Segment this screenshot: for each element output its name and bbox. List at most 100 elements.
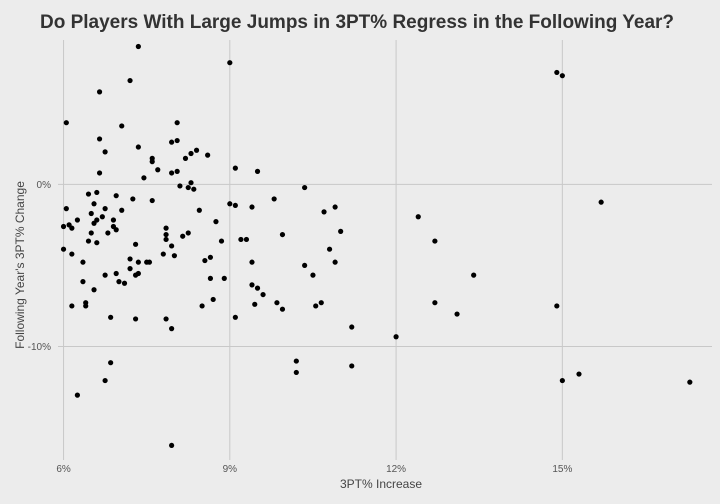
data-point: [271, 196, 277, 202]
data-point: [193, 147, 200, 153]
data-point: [127, 266, 133, 272]
data-point: [174, 137, 180, 144]
data-point: [102, 272, 108, 278]
data-point: [149, 197, 155, 204]
data-point: [349, 363, 355, 369]
data-point: [293, 358, 299, 364]
x-tick-label: 15%: [552, 464, 572, 475]
data-point: [69, 225, 75, 231]
data-point: [85, 238, 92, 244]
data-point: [559, 377, 565, 384]
data-point: [687, 379, 693, 385]
data-point: [116, 279, 122, 285]
data-point: [94, 240, 100, 246]
data-point: [349, 324, 355, 330]
data-point: [149, 159, 155, 165]
data-point: [576, 371, 582, 377]
data-point: [146, 259, 153, 265]
data-point: [332, 259, 338, 265]
data-point: [163, 316, 169, 322]
data-point: [108, 360, 114, 366]
data-points: [60, 43, 693, 449]
data-point: [113, 193, 119, 199]
data-point: [293, 369, 299, 376]
data-point: [338, 228, 344, 234]
data-point: [113, 227, 119, 233]
data-point: [202, 257, 208, 264]
data-point: [232, 202, 238, 209]
data-point: [69, 303, 75, 309]
data-point: [174, 168, 180, 174]
data-point: [454, 311, 460, 317]
data-point: [169, 139, 175, 145]
data-point: [135, 259, 141, 265]
data-point: [171, 253, 177, 259]
data-point: [260, 291, 266, 298]
x-axis-title: 3PT% Increase: [340, 477, 422, 491]
y-tick-label: -10%: [28, 342, 51, 353]
data-point: [279, 306, 286, 312]
data-point: [213, 219, 219, 225]
data-point: [310, 272, 316, 278]
data-point: [196, 207, 202, 213]
y-tick-label: 0%: [37, 180, 52, 191]
data-point: [99, 214, 105, 220]
data-point: [238, 236, 244, 243]
data-point: [110, 217, 117, 223]
data-point: [254, 285, 261, 291]
data-point: [174, 120, 180, 126]
data-point: [177, 183, 183, 189]
data-point: [94, 189, 100, 196]
data-point: [232, 314, 238, 320]
data-point: [415, 214, 421, 220]
chart-title: Do Players With Large Jumps in 3PT% Regr…: [40, 12, 674, 33]
data-point: [127, 256, 133, 262]
data-point: [163, 236, 169, 243]
data-point: [227, 60, 233, 66]
data-point: [471, 272, 477, 278]
data-point: [274, 300, 280, 306]
data-point: [83, 303, 89, 309]
data-point: [169, 326, 175, 332]
data-point: [132, 241, 139, 247]
grid-lines: [58, 40, 712, 460]
data-point: [63, 206, 69, 212]
data-point: [69, 251, 75, 257]
data-point: [182, 155, 189, 161]
data-point: [180, 233, 186, 239]
data-point: [598, 199, 604, 205]
data-point: [232, 165, 238, 171]
data-point: [332, 204, 338, 210]
data-point: [188, 180, 194, 186]
data-point: [96, 136, 103, 142]
data-point: [141, 175, 147, 181]
data-point: [185, 184, 191, 191]
data-point: [227, 201, 233, 207]
data-point: [96, 89, 103, 95]
data-point: [94, 217, 100, 223]
data-point: [132, 316, 139, 322]
data-point: [80, 259, 86, 265]
data-point: [432, 300, 438, 306]
data-point: [119, 123, 125, 129]
data-point: [74, 392, 80, 398]
data-point: [554, 303, 560, 309]
data-point: [218, 238, 225, 244]
data-point: [302, 262, 308, 269]
data-point: [318, 300, 324, 306]
data-point: [60, 246, 67, 252]
data-point: [163, 231, 169, 238]
data-point: [185, 230, 191, 236]
data-point: [60, 223, 67, 230]
data-point: [221, 275, 227, 281]
data-point: [432, 238, 438, 244]
data-point: [207, 254, 214, 260]
data-point: [559, 73, 565, 79]
data-point: [169, 170, 175, 176]
data-point: [135, 144, 141, 150]
data-point: [108, 314, 114, 320]
data-point: [130, 196, 136, 202]
data-point: [393, 334, 399, 340]
data-point: [105, 230, 111, 236]
